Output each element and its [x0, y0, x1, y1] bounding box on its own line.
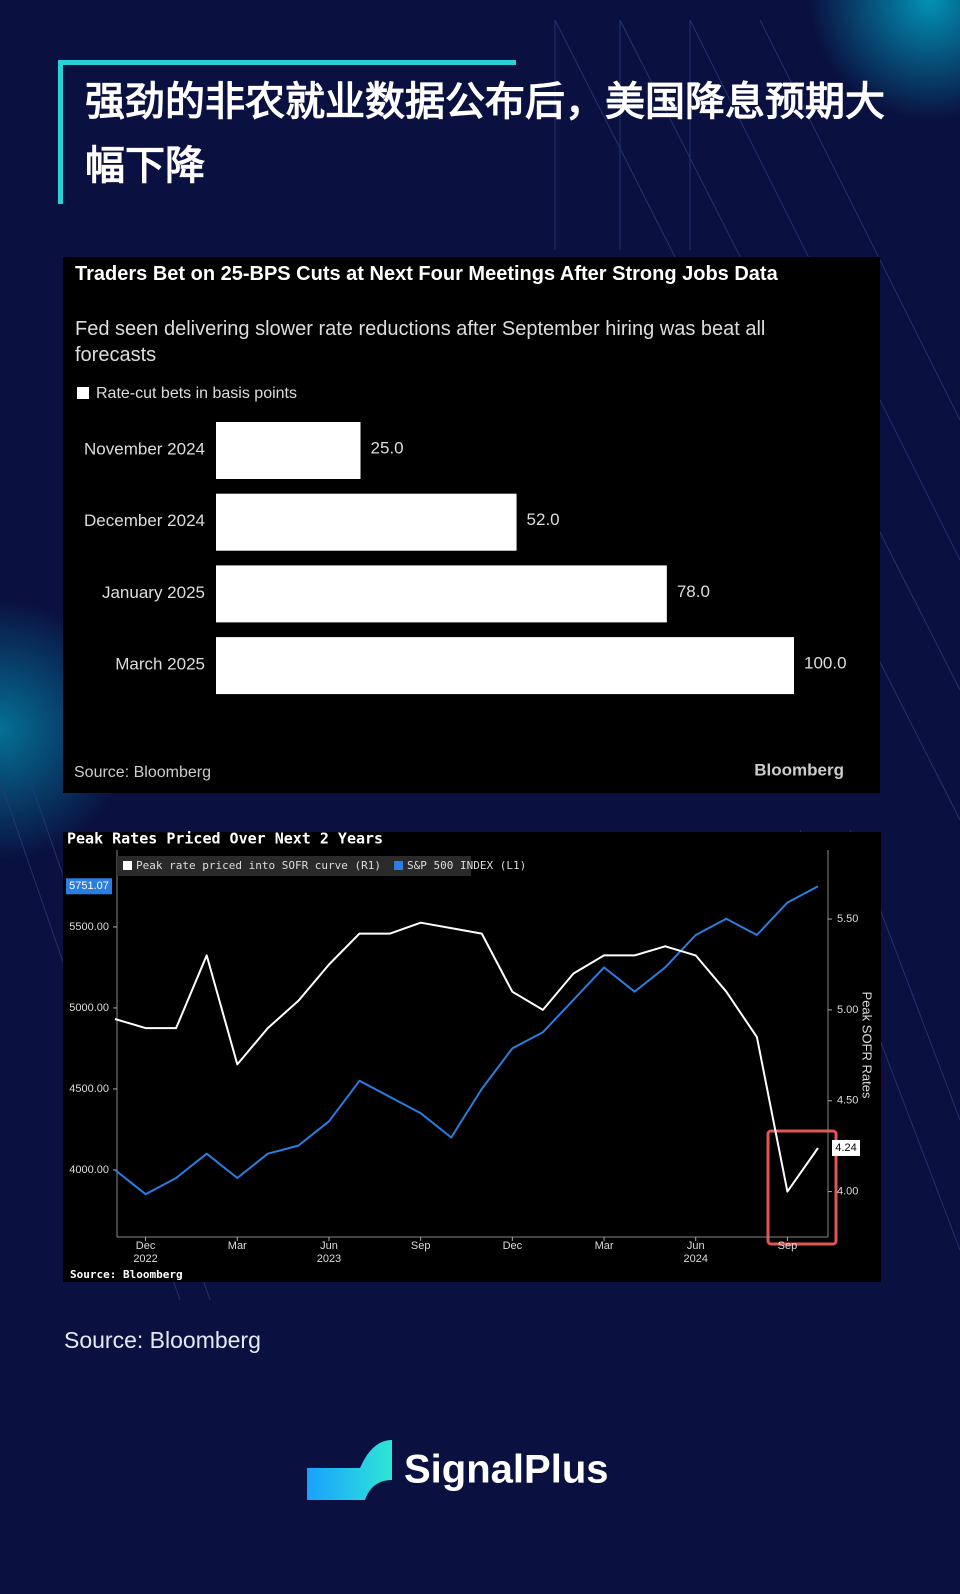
- value-label: 25.0: [371, 438, 404, 457]
- source: Source: Bloomberg: [74, 764, 211, 781]
- x-tick-label: Sep: [411, 1240, 431, 1252]
- x-year-label: 2023: [317, 1253, 341, 1265]
- legend-swatch: [394, 861, 404, 870]
- text-line: Fed seen delivering slower rate reductio…: [75, 318, 765, 340]
- line-panel: [63, 832, 881, 1282]
- last-value-badge: [66, 878, 112, 895]
- x-tick-label: Dec: [136, 1240, 156, 1252]
- bar: [216, 422, 361, 479]
- category-label: January 2025: [102, 583, 205, 602]
- category-label: December 2024: [84, 511, 205, 530]
- brand: Bloomberg: [754, 760, 844, 779]
- text-line: Traders Bet on 25-BPS Cuts at Next Four …: [75, 263, 779, 285]
- x-tick-label: Mar: [595, 1240, 614, 1252]
- last-value-label: 4.24: [835, 1142, 856, 1154]
- category-label: March 2025: [115, 655, 205, 674]
- y2-tick-label: 5.50: [837, 913, 858, 925]
- value-label: 52.0: [527, 510, 560, 529]
- x-tick-label: Jun: [320, 1240, 338, 1252]
- value-label: 100.0: [804, 654, 847, 673]
- series-line: [114, 885, 819, 1196]
- y2-tick-label: 4.00: [837, 1185, 858, 1197]
- chart-title: Traders Bet on 25-BPS Cuts at Next Four …: [75, 263, 779, 285]
- highlight-box: [766, 1129, 838, 1246]
- page-title: 强劲的非农就业数据公布后，美国降息预期大幅下降: [58, 62, 905, 204]
- series-line: [114, 921, 819, 1193]
- y-tick-label: 4500.00: [69, 1083, 109, 1095]
- bar: [216, 565, 667, 623]
- x-year-label: 2022: [133, 1253, 157, 1265]
- bar: [216, 493, 517, 551]
- y-tick-label: 5000.00: [69, 1002, 109, 1014]
- chart-subtitle: Fed seen delivering slower rate reductio…: [75, 318, 765, 366]
- x-tick-label: Mar: [228, 1240, 247, 1252]
- y2-tick-label: 5.00: [837, 1004, 858, 1016]
- last-value-badge: [832, 1139, 860, 1156]
- x-tick-label: Dec: [503, 1240, 523, 1252]
- bar: [216, 637, 794, 695]
- accent: [58, 60, 516, 65]
- brand: SignalPlus: [404, 1448, 609, 1492]
- x-year-label: 2024: [683, 1253, 707, 1265]
- logo: [307, 1440, 392, 1500]
- legend-label: Peak rate priced into SOFR curve (R1): [136, 859, 381, 872]
- last-value-label: 5751.07: [69, 880, 109, 892]
- legend-label: Rate-cut bets in basis points: [96, 385, 297, 402]
- x-tick-label: Jun: [687, 1240, 705, 1252]
- y2-axis-title: Peak SOFR Rates: [860, 992, 875, 1099]
- value-label: 78.0: [677, 582, 710, 601]
- legend-swatch: [77, 387, 89, 399]
- category-label: November 2024: [84, 439, 205, 458]
- legend-box: [117, 856, 471, 876]
- source: Source: Bloomberg: [70, 1268, 183, 1281]
- x-tick-label: Sep: [778, 1240, 798, 1252]
- y-tick-label: 5500.00: [69, 921, 109, 933]
- y2-tick-label: 4.50: [837, 1095, 858, 1107]
- y-tick-label: 4000.00: [69, 1164, 109, 1176]
- chart-title: Peak Rates Priced Over Next 2 Years: [67, 830, 383, 848]
- legend-swatch: [123, 861, 132, 870]
- legend-label: S&P 500 INDEX (L1): [407, 859, 526, 872]
- footer-source: Source: Bloomberg: [64, 1327, 261, 1353]
- text-line: forecasts: [75, 344, 156, 366]
